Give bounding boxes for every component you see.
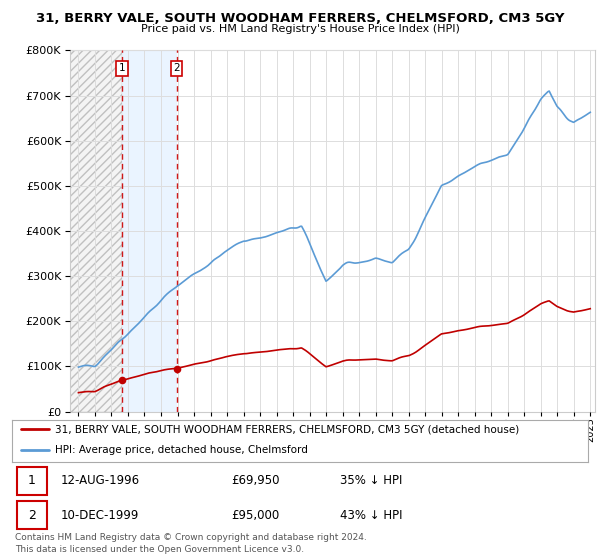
Bar (70, 50, 122, 412)
Text: 35% ↓ HPI: 35% ↓ HPI (340, 474, 403, 487)
Text: Contains HM Land Registry data © Crown copyright and database right 2024.
This d: Contains HM Land Registry data © Crown c… (15, 533, 367, 554)
Text: 1: 1 (118, 63, 125, 73)
Text: 31, BERRY VALE, SOUTH WOODHAM FERRERS, CHELMSFORD, CM3 5GY (detached house): 31, BERRY VALE, SOUTH WOODHAM FERRERS, C… (55, 424, 520, 434)
Bar (122, 50, 176, 412)
Point (172, 364, 181, 373)
Point (117, 376, 127, 385)
Text: £69,950: £69,950 (231, 474, 280, 487)
Text: Price paid vs. HM Land Registry's House Price Index (HPI): Price paid vs. HM Land Registry's House … (140, 24, 460, 34)
Text: 43% ↓ HPI: 43% ↓ HPI (340, 508, 403, 521)
Text: 10-DEC-1999: 10-DEC-1999 (61, 508, 139, 521)
Text: 31, BERRY VALE, SOUTH WOODHAM FERRERS, CHELMSFORD, CM3 5GY: 31, BERRY VALE, SOUTH WOODHAM FERRERS, C… (36, 12, 564, 25)
Text: HPI: Average price, detached house, Chelmsford: HPI: Average price, detached house, Chel… (55, 445, 308, 455)
Bar (17, 501, 47, 529)
Text: 2: 2 (173, 63, 180, 73)
Text: 12-AUG-1996: 12-AUG-1996 (61, 474, 140, 487)
Bar (17, 466, 47, 495)
Text: 2: 2 (28, 508, 35, 521)
Text: £95,000: £95,000 (231, 508, 279, 521)
Text: 1: 1 (28, 474, 35, 487)
